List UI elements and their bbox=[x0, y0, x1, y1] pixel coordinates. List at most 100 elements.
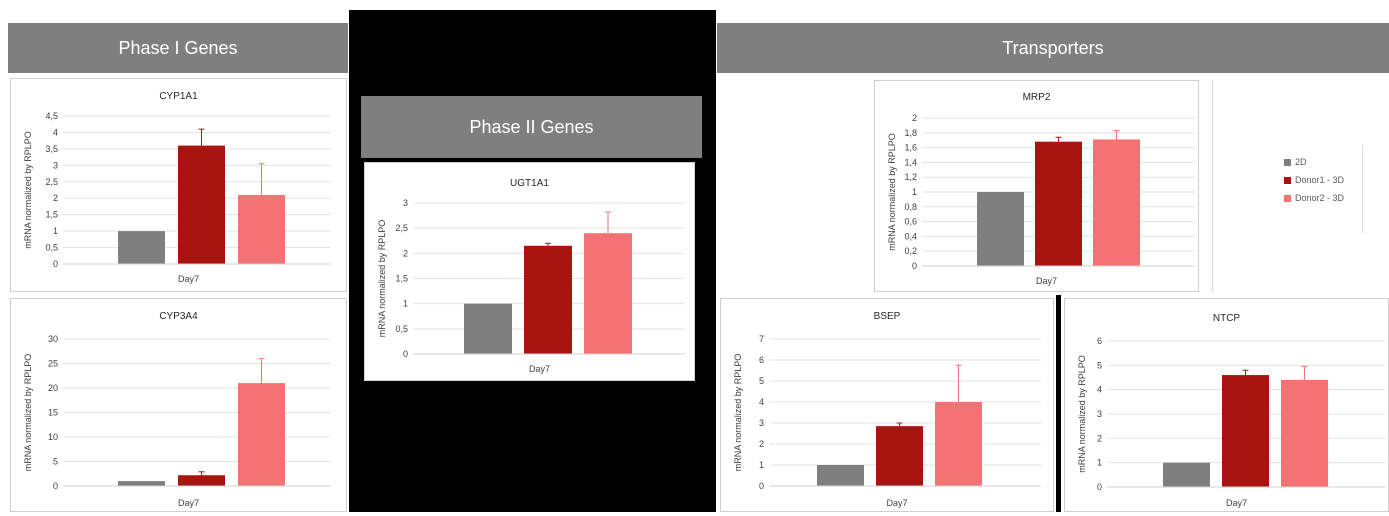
y-tick-label: 1 bbox=[759, 460, 764, 470]
divider-line bbox=[1212, 80, 1213, 292]
bar-2d bbox=[118, 231, 165, 264]
y-tick-label: 5 bbox=[1097, 360, 1102, 370]
legend-item-donor1: Donor1 - 3D bbox=[1284, 171, 1344, 189]
chart-cyp3a4-svg: 0 5 10 15 20 25 30 CYP3A4 mRNA normalized by RPL… bbox=[23, 311, 331, 508]
y-tick-label: 2 bbox=[53, 193, 58, 203]
y-tick-label: 0,5 bbox=[395, 324, 408, 334]
y-tick-label: 3 bbox=[1097, 409, 1102, 419]
bar-donor2-3d bbox=[238, 194, 285, 264]
bar-donor1-3d bbox=[1222, 375, 1269, 487]
y-tick-label: 2,5 bbox=[45, 177, 58, 187]
y-tick-label: 3,5 bbox=[45, 144, 58, 154]
bar-donor2-3d bbox=[238, 383, 285, 486]
divider-line bbox=[1362, 145, 1363, 233]
chart-ugt1a1-svg: 0 0,5 1 1,5 2 2,5 3 UGT1A1 mRNA normalized by RP… bbox=[377, 178, 685, 374]
bar-donor1-3d bbox=[178, 475, 225, 486]
y-tick-label: 1,6 bbox=[904, 143, 917, 153]
chart-cyp1a1: 0 0,5 1 1,5 2 2,5 3 3,5 4 4,5 CYP1A1 mRNA normalize… bbox=[10, 78, 347, 292]
chart-mrp2: 0 0,2 0,4 0,6 0,8 1 1,2 1,4 1,6 1,8 2 MRP2 mRNA norm… bbox=[874, 80, 1199, 292]
y-tick-label: 3 bbox=[403, 198, 408, 208]
chart-title: UGT1A1 bbox=[510, 178, 549, 189]
legend-label: Donor2 - 3D bbox=[1295, 193, 1345, 203]
bar-donor2-3d bbox=[1093, 139, 1140, 266]
y-tick-label: 4 bbox=[53, 127, 58, 137]
bar-2d bbox=[977, 192, 1024, 266]
bar-2d bbox=[817, 465, 864, 486]
y-tick-label: 4 bbox=[759, 397, 764, 407]
transporters-header: Transporters bbox=[717, 23, 1389, 73]
y-tick-label: 7 bbox=[759, 334, 764, 344]
chart-cyp3a4: 0 5 10 15 20 25 30 CYP3A4 mRNA normalized by RPL… bbox=[10, 298, 347, 512]
y-tick-label: 4 bbox=[1097, 385, 1102, 395]
bar-donor1-3d bbox=[1035, 141, 1082, 266]
y-tick-label: 1 bbox=[912, 187, 917, 197]
legend-label: Donor1 - 3D bbox=[1295, 175, 1345, 185]
bar-donor2-3d bbox=[1281, 379, 1328, 487]
bar-2d bbox=[118, 481, 165, 486]
chart-title: CYP3A4 bbox=[159, 311, 198, 322]
y-tick-label: 2 bbox=[1097, 433, 1102, 443]
x-axis-label: Day7 bbox=[1226, 498, 1247, 508]
y-tick-label: 30 bbox=[48, 334, 58, 344]
y-tick-label: 2 bbox=[403, 248, 408, 258]
bar-donor1-3d bbox=[524, 245, 572, 354]
y-tick-label: 0 bbox=[759, 481, 764, 491]
y-tick-label: 6 bbox=[1097, 336, 1102, 346]
chart-bsep: 0 1 2 3 4 5 6 7 BSEP mRNA normalized by RPLPO Day7 bbox=[720, 298, 1054, 512]
y-tick-label: 5 bbox=[53, 457, 58, 467]
y-tick-label: 1 bbox=[1097, 458, 1102, 468]
phase1-header: Phase I Genes bbox=[8, 23, 348, 73]
bar-donor1-3d bbox=[178, 145, 225, 264]
y-tick-label: 25 bbox=[48, 359, 58, 369]
chart-ntcp: 0 1 2 3 4 5 6 NTCP mRNA normalized by RPLPO Day7 bbox=[1064, 298, 1389, 512]
phase2-header: Phase II Genes bbox=[361, 96, 702, 158]
chart-ntcp-svg: 0 1 2 3 4 5 6 NTCP mRNA normalized by RPLPO Day7 bbox=[1077, 313, 1385, 508]
legend-swatch-2d bbox=[1284, 158, 1291, 166]
legend-item-donor2: Donor2 - 3D bbox=[1284, 189, 1344, 207]
bar-2d bbox=[1163, 462, 1210, 487]
y-tick-label: 2 bbox=[759, 439, 764, 449]
legend-swatch-donor2 bbox=[1284, 194, 1291, 202]
y-tick-label: 0,2 bbox=[904, 246, 917, 256]
y-tick-label: 0 bbox=[53, 259, 58, 269]
y-tick-label: 5 bbox=[759, 376, 764, 386]
y-axis-label: mRNA normalized by RPLPO bbox=[887, 133, 897, 251]
y-tick-label: 0,8 bbox=[904, 202, 917, 212]
y-tick-label: 0 bbox=[53, 481, 58, 491]
x-axis-label: Day7 bbox=[886, 498, 907, 508]
y-axis-label: mRNA normalized by RPLPO bbox=[23, 354, 33, 472]
y-tick-label: 3 bbox=[53, 160, 58, 170]
separator-bar bbox=[1056, 295, 1061, 512]
legend-item-2d: 2D bbox=[1284, 153, 1344, 171]
y-tick-label: 1,5 bbox=[395, 274, 408, 284]
y-tick-label: 1 bbox=[403, 299, 408, 309]
chart-bsep-svg: 0 1 2 3 4 5 6 7 BSEP mRNA normalized by RPLPO Day7 bbox=[733, 311, 1041, 508]
y-tick-label: 0,6 bbox=[904, 217, 917, 227]
y-tick-label: 15 bbox=[48, 408, 58, 418]
legend-label: 2D bbox=[1295, 157, 1307, 167]
y-tick-label: 2 bbox=[912, 113, 917, 123]
phase1-title: Phase I Genes bbox=[118, 37, 238, 58]
x-axis-label: Day7 bbox=[529, 364, 550, 374]
y-tick-label: 0,4 bbox=[904, 231, 917, 241]
y-tick-label: 1,5 bbox=[45, 210, 58, 220]
y-tick-label: 1,8 bbox=[904, 128, 917, 138]
y-tick-label: 0 bbox=[1097, 482, 1102, 492]
x-axis-label: Day7 bbox=[178, 498, 199, 508]
chart-ugt1a1: 0 0,5 1 1,5 2 2,5 3 UGT1A1 mRNA normalized by RP… bbox=[364, 162, 695, 381]
y-axis-label: mRNA normalized by RPLPO bbox=[1077, 355, 1087, 473]
y-tick-label: 0 bbox=[912, 261, 917, 271]
x-axis-label: Day7 bbox=[178, 274, 199, 284]
y-tick-label: 1 bbox=[53, 226, 58, 236]
y-tick-label: 20 bbox=[48, 383, 58, 393]
bar-donor2-3d bbox=[584, 233, 632, 354]
y-tick-label: 0 bbox=[403, 349, 408, 359]
y-axis-label: mRNA normalized by RPLPO bbox=[23, 131, 33, 249]
chart-legend: 2D Donor1 - 3D Donor2 - 3D bbox=[1284, 153, 1344, 207]
chart-title: CYP1A1 bbox=[159, 91, 198, 102]
chart-title: NTCP bbox=[1213, 313, 1241, 324]
transporters-title: Transporters bbox=[1002, 37, 1104, 58]
bar-donor2-3d bbox=[935, 402, 982, 486]
legend-swatch-donor1 bbox=[1284, 176, 1291, 184]
y-tick-label: 1,4 bbox=[904, 157, 917, 167]
